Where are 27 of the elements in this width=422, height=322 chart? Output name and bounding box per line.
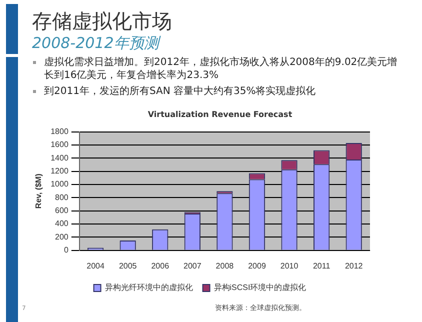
y-tick-label: 200 (55, 232, 69, 242)
text: 虚拟化需求日益增加。到2012年，虚拟化市场收入将从2008年的9.02亿美元增长到16亿美元，年复合增长率为23.3% (43, 56, 398, 82)
y-tick-label: 0 (64, 246, 69, 255)
x-tick-label: 2010 (280, 261, 299, 270)
legend-label: 异构光纤环境中的虚拟化 (104, 283, 193, 292)
y-tick-label: 1400 (50, 153, 69, 162)
x-tick-label: 2011 (312, 261, 331, 270)
x-tick-label: 2007 (184, 261, 202, 270)
y-tick-label: 1800 (50, 127, 69, 136)
text: 到2011年，发运的所有SAN 容量中大约有35%将实现虚拟化 (43, 85, 317, 98)
y-tick-label: 600 (55, 206, 69, 216)
y-tick-label: 800 (55, 192, 69, 202)
x-tick-label: 2009 (248, 261, 266, 270)
y-axis-title: Rev, ($M) (34, 173, 44, 209)
x-tick-label: 2008 (216, 261, 234, 270)
x-tick-label: 2004 (86, 261, 105, 270)
y-tick-label: 1600 (50, 140, 69, 150)
chart-title: 存储虚拟化市场 (32, 8, 172, 35)
text: Virtualization Revenue Forecast (146, 110, 294, 119)
x-tick-label: 2006 (151, 261, 170, 270)
x-tick-label: 2005 (118, 261, 138, 270)
chart-subtitle: 2008-2012年预测 (32, 34, 159, 53)
x-tick-label: 2012 (344, 261, 364, 270)
y-tick-label: 1200 (50, 166, 69, 176)
legend-label: 异构iSCSI环境中的虚拟化 (214, 283, 306, 292)
y-tick-label: 400 (55, 219, 69, 228)
y-tick-label: 1000 (50, 180, 69, 189)
